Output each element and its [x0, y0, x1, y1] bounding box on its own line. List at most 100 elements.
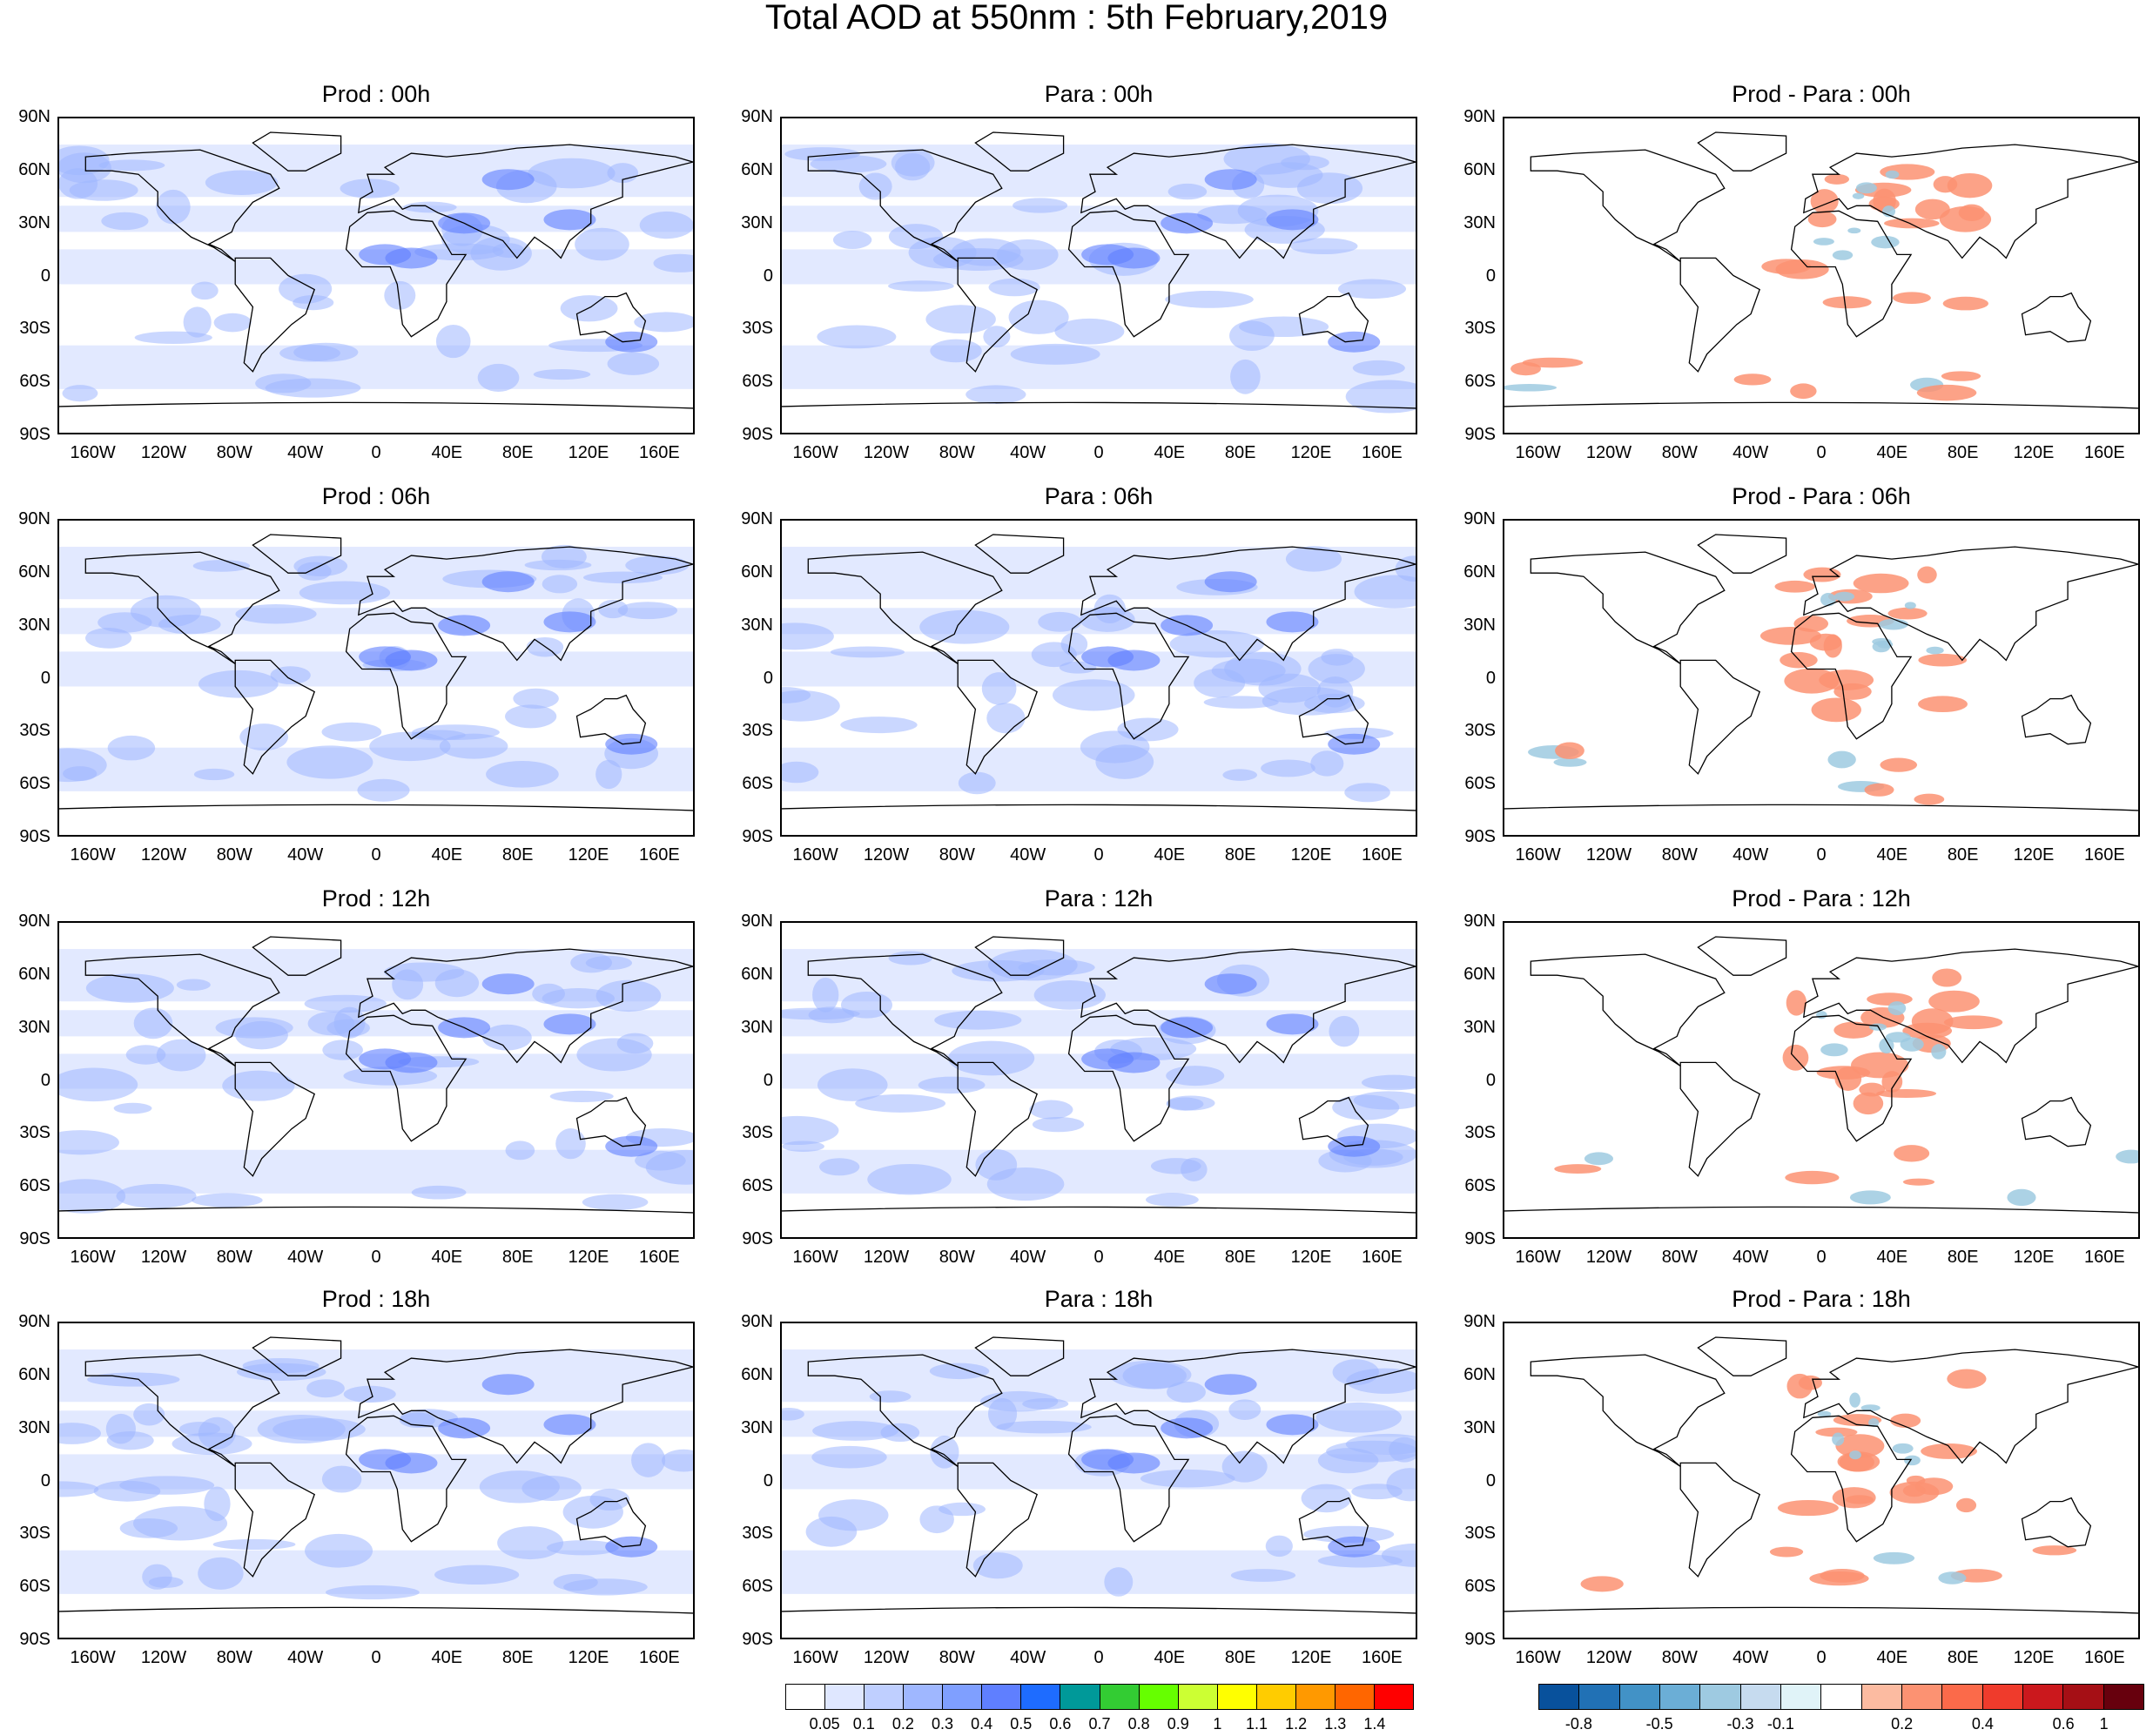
panel-title: Prod - Para : 18h	[1732, 1286, 1911, 1312]
map-canvas	[782, 131, 1416, 414]
colorbar-tick-label: 0.5	[1010, 1715, 1033, 1733]
colorbar-swatch	[1539, 1685, 1580, 1709]
longitude-label: 120W	[140, 443, 187, 462]
latitude-label: 90S	[742, 1630, 773, 1649]
latitude-label: 60S	[19, 372, 50, 392]
panel-title: Para : 00h	[1044, 81, 1154, 107]
colorbar-tick-label: 1.3	[1324, 1715, 1347, 1733]
latitude-label: 60S	[742, 1577, 773, 1597]
longitude-label: 120E	[2013, 1648, 2055, 1667]
longitude-label: 160E	[2083, 1248, 2125, 1267]
longitude-label: 80W	[216, 443, 252, 462]
latitude-label: 60N	[1463, 159, 1496, 179]
longitude-label: 40E	[1154, 845, 1186, 865]
latitude-label: 60S	[1464, 372, 1496, 392]
latitude-label: 0	[1485, 266, 1496, 286]
map-panel	[780, 921, 1417, 1239]
colorbar-tick-label: 0.05	[809, 1715, 840, 1733]
longitude-label: 160W	[1515, 845, 1561, 865]
latitude-label: 90S	[19, 425, 50, 444]
longitude-label: 0	[1093, 443, 1104, 462]
latitude-label: 90N	[741, 912, 773, 931]
longitude-label: 40W	[1010, 443, 1046, 462]
panel-title: Prod - Para : 00h	[1732, 81, 1911, 107]
map-canvas	[59, 131, 693, 409]
longitude-label: 160W	[792, 443, 838, 462]
colorbar-swatch	[1982, 1685, 2023, 1709]
longitude-label: 120W	[1585, 1248, 1632, 1267]
longitude-label: 40W	[287, 1648, 324, 1667]
latitude-label: 90N	[18, 912, 50, 931]
map-canvas	[59, 534, 693, 811]
longitude-label: 80W	[939, 1648, 975, 1667]
latitude-label: 90N	[18, 509, 50, 528]
longitude-label: 80E	[1224, 1648, 1256, 1667]
latitude-label: 90S	[1464, 1630, 1496, 1649]
latitude-label: 90S	[1464, 425, 1496, 444]
panel-title: Prod : 12h	[321, 885, 431, 912]
latitude-label: 30S	[1464, 319, 1496, 339]
colorbar-tick-label: 1	[2099, 1715, 2109, 1733]
longitude-label: 40W	[287, 443, 324, 462]
latitude-label: 60N	[1463, 562, 1496, 582]
colorbar-swatch	[1942, 1685, 1983, 1709]
longitude-label: 160W	[70, 1248, 116, 1267]
colorbar-swatch	[1659, 1685, 1701, 1709]
longitude-label: 40W	[1732, 845, 1769, 865]
latitude-label: 90N	[1463, 912, 1496, 931]
longitude-label: 120E	[1290, 443, 1332, 462]
map-panel	[1503, 1322, 2140, 1639]
colorbar-swatch	[982, 1685, 1022, 1709]
longitude-label: 40E	[1876, 1648, 1908, 1667]
colorbar-tick-label: 0.2	[1891, 1715, 1914, 1733]
latitude-label: 0	[763, 266, 773, 286]
latitude-label: 90N	[1463, 1312, 1496, 1331]
latitude-label: 90N	[1463, 509, 1496, 528]
panel-title: Prod - Para : 06h	[1732, 483, 1911, 509]
map-canvas	[782, 1336, 1416, 1614]
panel-title: Prod : 06h	[321, 483, 431, 509]
latitude-label: 30S	[742, 319, 773, 339]
map-canvas	[1504, 936, 2138, 1214]
latitude-label: 0	[1485, 1470, 1496, 1490]
longitude-label: 0	[1816, 1248, 1827, 1267]
map-panel	[57, 921, 695, 1239]
panel-title: Prod : 00h	[321, 81, 431, 107]
map-canvas	[1504, 534, 2138, 811]
latitude-label: 0	[40, 1070, 50, 1090]
colorbar-swatch	[1335, 1685, 1375, 1709]
latitude-label: 60N	[18, 562, 50, 582]
longitude-label: 80W	[939, 1248, 975, 1267]
longitude-label: 40E	[1154, 1248, 1186, 1267]
longitude-label: 0	[1816, 1648, 1827, 1667]
colorbar-swatch	[1901, 1685, 1943, 1709]
latitude-label: 30S	[1464, 721, 1496, 741]
longitude-label: 120E	[2013, 443, 2055, 462]
longitude-label: 160W	[70, 443, 116, 462]
map-panel	[1503, 519, 2140, 837]
longitude-label: 80E	[501, 1248, 534, 1267]
latitude-label: 90S	[742, 827, 773, 846]
latitude-label: 90N	[741, 509, 773, 528]
latitude-label: 60S	[19, 1176, 50, 1196]
panel-title: Prod - Para : 12h	[1732, 885, 1911, 912]
colorbar-swatch	[1780, 1685, 1822, 1709]
latitude-label: 60S	[1464, 1577, 1496, 1597]
map-canvas	[1504, 1336, 2138, 1614]
colorbar-tick-label: 1.4	[1363, 1715, 1386, 1733]
longitude-label: 160W	[70, 1648, 116, 1667]
map-canvas	[59, 936, 693, 1214]
longitude-label: 160W	[70, 845, 116, 865]
latitude-label: 30S	[742, 721, 773, 741]
longitude-label: 80E	[1947, 845, 1979, 865]
longitude-label: 160E	[1361, 1648, 1403, 1667]
colorbar-tick-label: 0.4	[971, 1715, 993, 1733]
map-panel	[1503, 117, 2140, 434]
longitude-label: 40W	[287, 845, 324, 865]
colorbar-tick-label: 0.8	[1127, 1715, 1150, 1733]
longitude-label: 80W	[1661, 1248, 1698, 1267]
longitude-label: 0	[371, 845, 381, 865]
latitude-label: 60N	[18, 964, 50, 984]
latitude-label: 30N	[18, 1417, 50, 1437]
colorbar-tick-label: 1	[1213, 1715, 1222, 1733]
